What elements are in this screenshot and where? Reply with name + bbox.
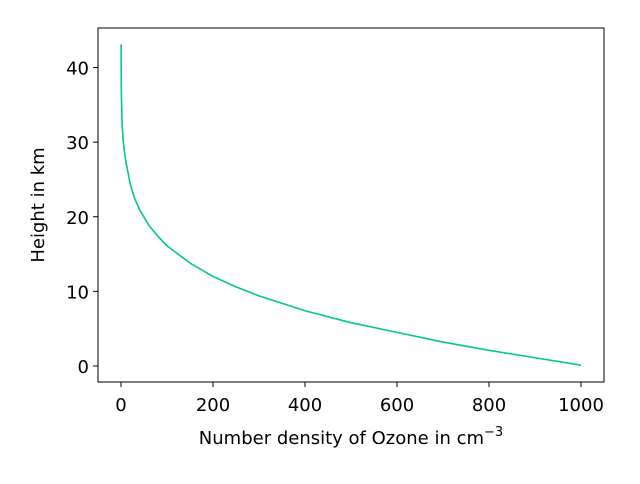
x-tick-label: 200 xyxy=(196,395,230,416)
x-axis-label: Number density of Ozone in cm−3 xyxy=(199,425,503,449)
y-tick-label: 20 xyxy=(66,208,89,229)
x-tick-label: 800 xyxy=(472,395,506,416)
axes-frame xyxy=(97,27,605,383)
x-axis-label-text: Number density of Ozone in cm xyxy=(199,428,484,449)
x-axis-label-superscript: −3 xyxy=(484,425,503,440)
x-tick-label: 600 xyxy=(380,395,414,416)
y-axis: 0 10 20 30 40 xyxy=(66,59,98,378)
x-tick-label: 1000 xyxy=(558,395,604,416)
series-line-0 xyxy=(120,44,582,366)
y-tick-label: 0 xyxy=(78,357,89,378)
plot-area xyxy=(120,44,582,366)
y-tick-label: 10 xyxy=(66,282,89,303)
x-tick-label: 400 xyxy=(288,395,322,416)
y-tick-label: 30 xyxy=(66,133,89,154)
x-tick-label: 0 xyxy=(115,395,126,416)
x-axis: 0 200 400 600 800 1000 xyxy=(115,382,604,416)
y-tick-label: 40 xyxy=(66,59,89,80)
y-axis-label: Height in km xyxy=(28,147,49,262)
